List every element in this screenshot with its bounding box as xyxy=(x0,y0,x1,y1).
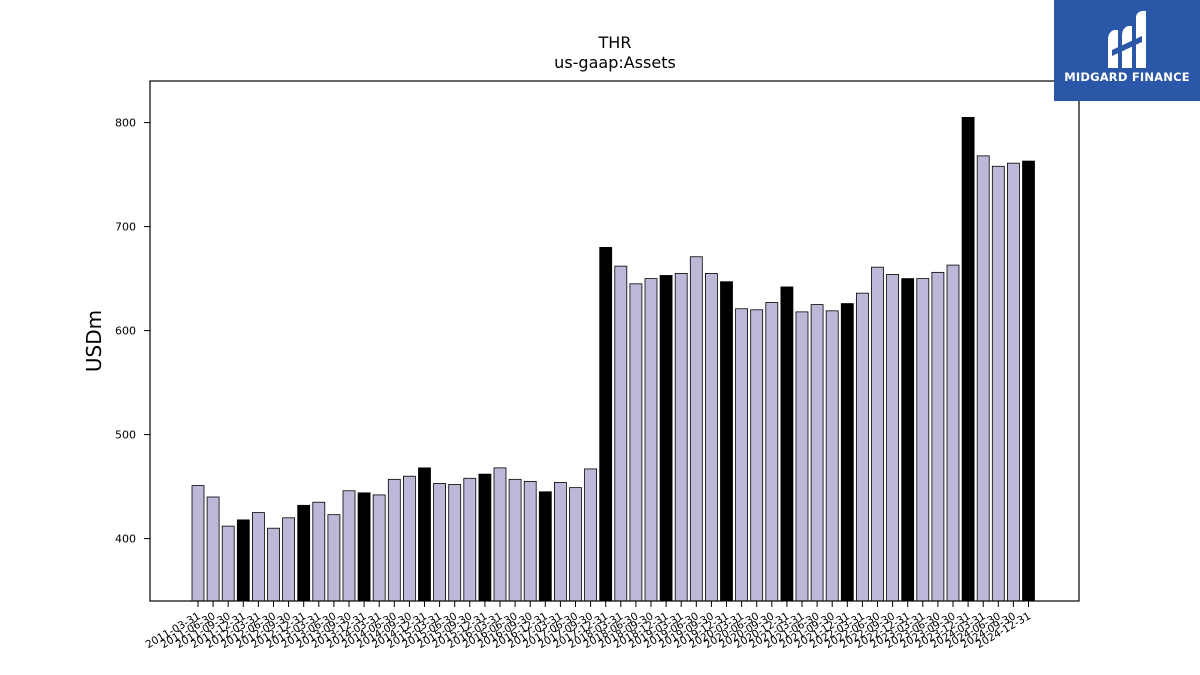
bar-2013-06-30 xyxy=(327,514,341,602)
bar-2017-09-30 xyxy=(584,468,597,602)
bar-2020-12-31 xyxy=(780,286,794,602)
bar-2018-03-31 xyxy=(614,265,628,602)
bar-2013-03-31 xyxy=(312,501,326,602)
bar-2023-12-31 xyxy=(961,117,975,602)
bar-2017-12-31 xyxy=(599,246,613,602)
bar-2023-06-30 xyxy=(931,271,945,602)
bar-2020-03-31 xyxy=(735,308,748,602)
chart-title: THR xyxy=(598,33,632,52)
bar-2022-06-30 xyxy=(871,266,884,602)
bar-2011-03-31 xyxy=(191,485,205,602)
bar-2011-06-30 xyxy=(206,496,220,602)
y-tick-label: 800 xyxy=(115,117,136,130)
bar-2020-09-30 xyxy=(765,302,779,602)
chart-subtitle: us-gaap:Assets xyxy=(554,53,676,72)
bar-2017-03-31 xyxy=(554,482,567,602)
x-ticks-group: 2011-03-312011-06-302011-09-302011-12-31… xyxy=(144,601,1033,651)
bar-2024-09-30 xyxy=(1007,162,1020,602)
y-tick-label: 500 xyxy=(115,429,136,442)
plot-frame xyxy=(149,80,1080,602)
bar-2023-09-30 xyxy=(946,264,960,602)
bar-2015-06-30 xyxy=(448,484,462,602)
bar-2018-09-30 xyxy=(644,278,658,602)
y-tick-label: 400 xyxy=(115,533,136,546)
bar-2023-03-31 xyxy=(916,278,930,602)
bar-2019-06-30 xyxy=(689,256,703,602)
bar-2016-09-30 xyxy=(523,480,537,602)
bar-2021-06-30 xyxy=(810,304,824,602)
y-axis-label: USDm xyxy=(82,310,106,372)
bar-2012-06-30 xyxy=(267,527,280,602)
bar-2022-03-31 xyxy=(856,292,869,602)
bar-2020-06-30 xyxy=(750,309,764,602)
bar-2012-03-31 xyxy=(251,512,265,602)
bar-2017-06-30 xyxy=(569,487,582,602)
bar-2016-03-31 xyxy=(493,467,507,602)
bar-2021-03-31 xyxy=(795,311,809,602)
bar-2024-03-31 xyxy=(976,155,990,602)
bar-2019-09-30 xyxy=(705,272,718,602)
bar-2024-06-30 xyxy=(991,165,1005,602)
bar-2012-09-30 xyxy=(282,517,296,602)
bar-2016-06-30 xyxy=(508,478,522,602)
bar-2015-09-30 xyxy=(463,477,477,602)
y-tick-label: 700 xyxy=(115,221,136,234)
bar-2015-03-31 xyxy=(433,483,447,602)
bar-2018-12-31 xyxy=(659,275,673,602)
bar-2014-09-30 xyxy=(402,475,416,602)
bar-2019-12-31 xyxy=(720,281,733,602)
bar-2012-12-31 xyxy=(297,504,311,602)
bar-2013-12-31 xyxy=(357,492,371,602)
bar-2022-12-31 xyxy=(901,278,915,602)
brand-logo: MIDGARD FINANCE xyxy=(1054,0,1200,101)
bar-2014-12-31 xyxy=(418,467,431,602)
bar-2014-03-31 xyxy=(372,494,386,602)
bar-2024-12-31 xyxy=(1022,160,1035,602)
bar-2016-12-31 xyxy=(538,491,552,602)
bars-group xyxy=(191,117,1035,602)
bar-2011-09-30 xyxy=(221,525,235,602)
y-tick-label: 600 xyxy=(115,325,136,338)
brand-logo-text: MIDGARD FINANCE xyxy=(1064,70,1190,84)
y-ticks-group: 400 500 600 700 800 xyxy=(115,117,150,546)
bar-2021-09-30 xyxy=(825,310,839,602)
bar-2014-06-30 xyxy=(387,478,401,602)
midgard-logo-icon xyxy=(1108,11,1146,68)
bar-2018-06-30 xyxy=(629,283,643,602)
bar-2011-12-31 xyxy=(236,519,250,602)
bar-2022-09-30 xyxy=(886,274,899,602)
bar-2013-09-30 xyxy=(342,490,356,602)
bar-2021-12-31 xyxy=(840,303,854,602)
bar-2019-03-31 xyxy=(674,272,688,602)
bar-2015-12-31 xyxy=(478,473,492,602)
